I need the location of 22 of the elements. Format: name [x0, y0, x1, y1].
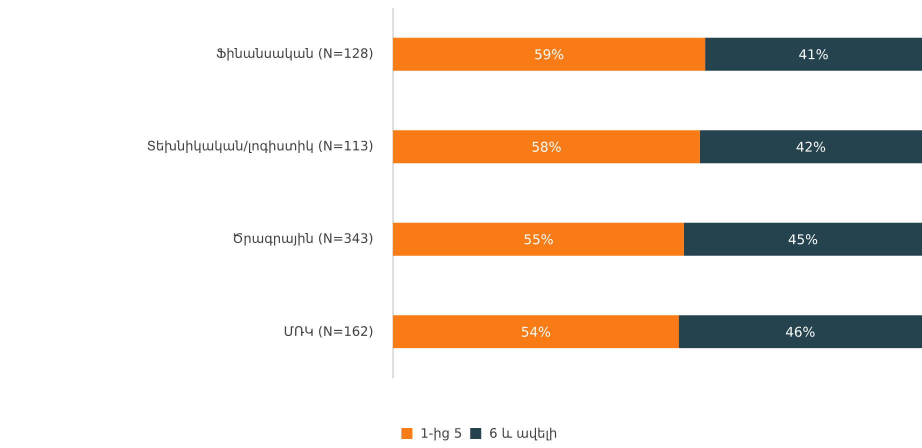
y-tick-label: Ծրագրային (N=343) [234, 232, 372, 246]
legend-label: 6 և ավելի [490, 428, 556, 440]
data-label: 55% [524, 234, 553, 244]
legend-label: 1-ից 5 [422, 428, 462, 440]
data-label: 46% [786, 326, 815, 337]
data-label: 45% [788, 234, 818, 244]
y-tick-label: ՄՌԿ (N=162) [284, 326, 372, 338]
data-label: 59% [535, 49, 564, 60]
data-label: 54% [522, 326, 550, 337]
bar [393, 130, 700, 164]
y-tick-label: Տեխնիկական/լոգիստիկ (N=113) [148, 140, 372, 154]
bar [705, 38, 922, 71]
bar [393, 38, 706, 71]
bar [393, 315, 679, 348]
bar [393, 222, 684, 256]
data-label: 42% [796, 142, 826, 152]
data-label: 41% [799, 49, 828, 60]
y-tick-label: Ֆինանսական (N=128) [216, 48, 372, 61]
bar [678, 315, 922, 348]
bar [684, 222, 922, 256]
bar [700, 130, 922, 164]
data-label: 58% [532, 142, 561, 152]
